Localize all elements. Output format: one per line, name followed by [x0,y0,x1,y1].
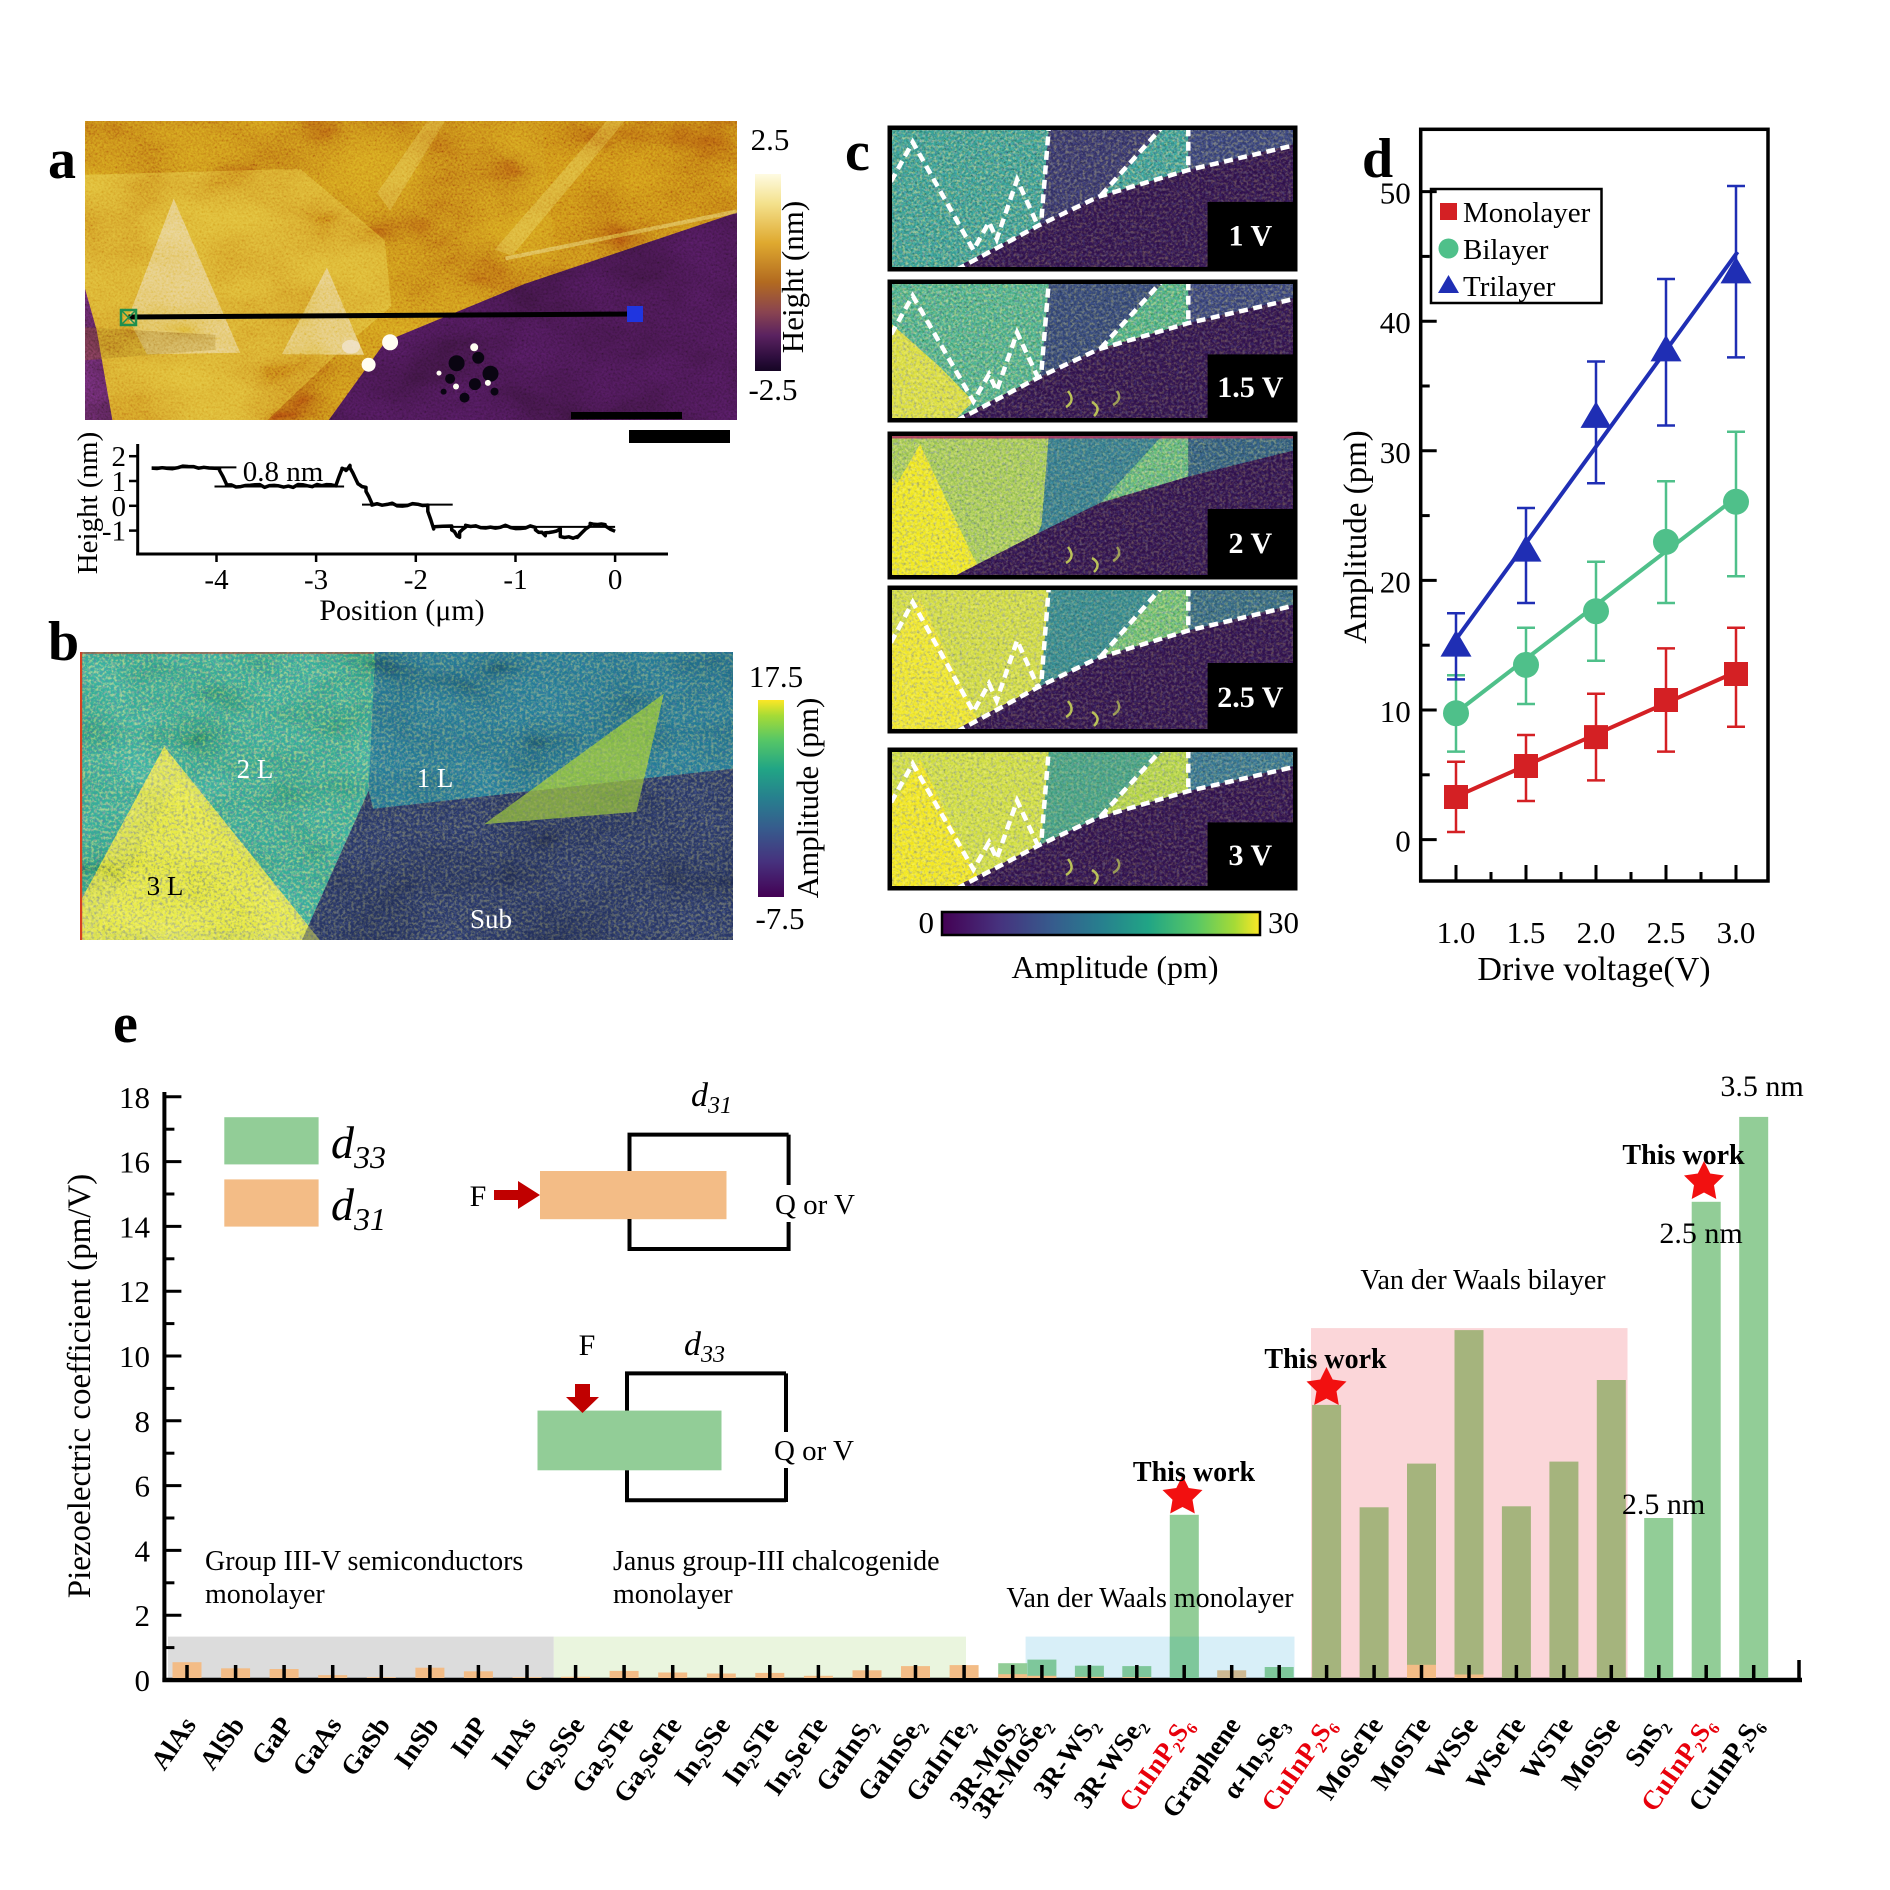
svg-text:2.5 nm: 2.5 nm [1659,1217,1742,1250]
svg-text:Bilayer: Bilayer [1463,234,1549,266]
svg-text:Amplitude (pm): Amplitude (pm) [1011,949,1218,985]
svg-text:1 V: 1 V [1228,220,1272,253]
svg-text:18: 18 [119,1080,150,1115]
svg-text:0: 0 [919,905,935,940]
svg-text:1: 1 [112,466,127,498]
svg-text:-1: -1 [503,564,527,596]
svg-text:This work: This work [1133,1457,1256,1488]
svg-text:0: 0 [112,491,127,523]
svg-text:Position (μm): Position (μm) [319,594,484,627]
svg-text:14: 14 [119,1209,151,1244]
svg-text:This work: This work [1622,1140,1745,1171]
svg-text:2: 2 [135,1598,151,1633]
svg-text:0: 0 [135,1663,151,1698]
svg-text:-3: -3 [304,564,328,596]
svg-text:10: 10 [119,1339,150,1374]
svg-text:Amplitude (pm): Amplitude (pm) [790,698,825,899]
svg-text:2.5: 2.5 [1647,915,1686,950]
svg-text:monolayer: monolayer [205,1579,325,1610]
svg-text:a: a [48,129,76,191]
svg-text:30: 30 [1380,435,1411,470]
svg-text:1.5: 1.5 [1507,915,1546,950]
svg-text:Group III-V semiconductors: Group III-V semiconductors [205,1546,523,1577]
svg-text:e: e [113,993,138,1055]
svg-text:2.5 V: 2.5 V [1217,681,1283,714]
svg-text:F: F [579,1329,596,1362]
svg-text:Q or V: Q or V [774,1435,854,1467]
svg-text:2.5 nm: 2.5 nm [1622,1488,1705,1521]
svg-text:40: 40 [1380,305,1411,340]
svg-text:30: 30 [1268,905,1299,940]
svg-text:Piezoelectric coefficient (pm/: Piezoelectric coefficient (pm/V) [62,1174,98,1599]
svg-text:Drive voltage(V): Drive voltage(V) [1477,951,1710,988]
svg-text:Janus group-III chalcogenide: Janus group-III chalcogenide [613,1546,940,1577]
svg-text:monolayer: monolayer [613,1579,733,1610]
svg-text:-7.5: -7.5 [755,901,804,936]
svg-text:Monolayer: Monolayer [1463,197,1591,229]
svg-text:0: 0 [1395,824,1411,859]
svg-text:2 L: 2 L [237,754,274,784]
svg-text:b: b [48,611,79,673]
svg-text:This work: This work [1264,1344,1387,1375]
svg-text:c: c [845,121,870,183]
svg-text:3 L: 3 L [147,871,184,901]
svg-text:20: 20 [1380,564,1411,599]
svg-text:Van der Waals monolayer: Van der Waals monolayer [1006,1583,1294,1614]
svg-text:0: 0 [608,564,623,596]
svg-text:2: 2 [112,441,127,473]
svg-text:-2: -2 [404,564,428,596]
svg-text:Trilayer: Trilayer [1463,271,1556,303]
svg-text:Q or V: Q or V [775,1189,855,1221]
svg-text:Height (nm): Height (nm) [72,432,104,575]
svg-text:6: 6 [135,1469,151,1504]
svg-text:2 V: 2 V [1228,527,1272,560]
svg-text:1 L: 1 L [417,763,454,793]
svg-text:-1: -1 [102,516,126,548]
svg-text:Van der Waals bilayer: Van der Waals bilayer [1360,1265,1606,1296]
svg-text:2.0: 2.0 [1577,915,1616,950]
svg-text:-2.5: -2.5 [748,372,797,407]
svg-text:17.5: 17.5 [749,659,803,694]
svg-text:10: 10 [1380,694,1411,729]
svg-text:-4: -4 [204,564,229,596]
svg-text:4: 4 [135,1533,151,1568]
svg-text:3.5 nm: 3.5 nm [1720,1070,1803,1103]
svg-text:d: d [1362,128,1393,190]
svg-text:50: 50 [1380,176,1411,211]
svg-text:F: F [470,1180,487,1213]
svg-text:3.0: 3.0 [1717,915,1756,950]
svg-text:Height (nm): Height (nm) [775,201,810,353]
svg-text:2.5: 2.5 [751,122,790,157]
svg-text:Sub: Sub [470,904,512,934]
svg-text:8: 8 [135,1404,151,1439]
svg-text:3 V: 3 V [1228,839,1272,872]
svg-text:16: 16 [119,1145,150,1180]
svg-text:0.8 nm: 0.8 nm [243,456,324,488]
svg-text:Amplitude (pm): Amplitude (pm) [1338,430,1374,644]
svg-text:12: 12 [119,1274,150,1309]
svg-text:1.0: 1.0 [1437,915,1476,950]
svg-text:1.5 V: 1.5 V [1217,371,1283,404]
